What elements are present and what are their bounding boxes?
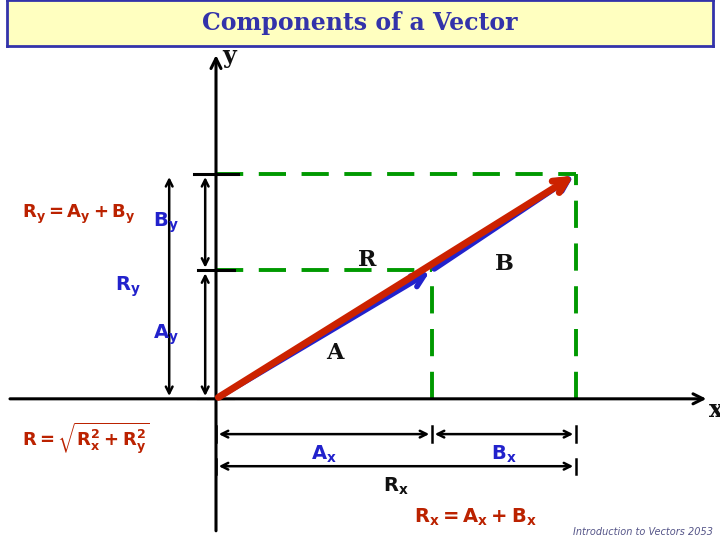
Text: $\mathbf{R = \sqrt{R_x^2 + R_y^2}}$: $\mathbf{R = \sqrt{R_x^2 + R_y^2}}$ [22,421,149,456]
Text: Components of a Vector: Components of a Vector [202,11,518,35]
Text: $\mathbf{B_y}$: $\mathbf{B_y}$ [153,210,179,234]
Text: $\mathbf{B_x}$: $\mathbf{B_x}$ [491,444,517,465]
Text: $\mathbf{A_y}$: $\mathbf{A_y}$ [153,322,179,347]
Text: B: B [495,253,513,275]
Text: A: A [326,342,343,363]
Text: $\mathbf{R_x}$: $\mathbf{R_x}$ [383,476,409,497]
Text: y: y [222,44,236,68]
Text: $\mathbf{A_x}$: $\mathbf{A_x}$ [311,444,337,465]
Text: $\mathbf{R_x = A_x + B_x}$: $\mathbf{R_x = A_x + B_x}$ [414,507,536,528]
Text: $\mathbf{R_y = A_y + B_y}$: $\mathbf{R_y = A_y + B_y}$ [22,203,135,226]
Text: x: x [709,399,720,422]
Text: Introduction to Vectors 2053: Introduction to Vectors 2053 [573,527,713,537]
Text: R: R [358,248,377,271]
Text: $\mathbf{R_y}$: $\mathbf{R_y}$ [114,274,140,299]
